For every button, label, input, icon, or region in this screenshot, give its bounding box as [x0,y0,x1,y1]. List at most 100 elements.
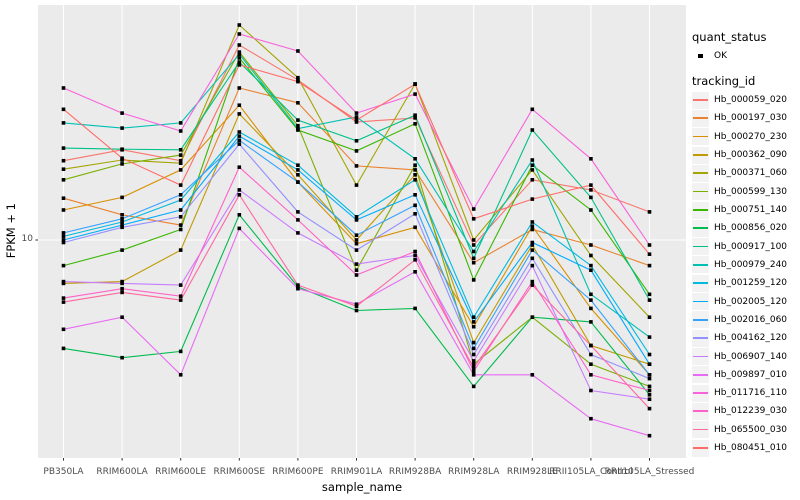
legend-item-label: Hb_000197_030 [714,113,788,124]
legend-key [692,219,709,237]
data-point-marker [61,327,66,332]
data-point-marker [120,290,124,295]
legend-item: Hb_006907_140 [692,347,788,366]
data-point-marker [120,126,124,130]
data-point-marker [296,126,300,131]
data-point-marker [61,167,66,171]
data-point-marker [237,43,242,47]
legend-tracking-id-items: Hb_000059_020 Hb_000197_030 Hb_000270_230 H… [692,91,787,457]
data-point-marker [589,343,593,348]
legend-key [692,421,709,439]
legend-item-label: Hb_000362_090 [714,150,788,161]
data-point-marker [237,52,242,56]
legend-item-label: Hb_006907_140 [714,351,788,362]
data-point-marker [413,157,417,161]
data-point-marker [647,373,652,377]
legend-title-quant-status: quant_status [692,30,767,44]
legend-item: Hb_080451_010 [692,439,787,457]
data-point-marker [530,128,535,132]
legend-item-label: Hb_000917_100 [714,241,788,252]
data-point-marker [471,320,476,324]
data-point-marker [647,433,652,438]
data-point-marker [589,362,593,366]
data-point-marker [471,324,476,329]
x-tick-label: RRIM901LA [330,467,383,477]
data-point-marker [120,156,124,160]
legend-item-label: Hb_000599_130 [714,186,788,197]
legend-key [692,201,709,219]
data-point-marker [471,243,476,247]
data-point-marker [354,248,359,252]
data-point-marker [237,213,242,217]
legend-item: Hb_000856_020 [692,219,787,237]
data-point-marker [589,298,593,302]
data-point-marker [530,243,535,247]
data-point-marker [589,253,593,258]
data-point-marker [589,263,593,268]
data-point-marker [471,207,476,211]
data-point-marker [178,129,183,133]
x-tick-label: RRIM600LA [96,467,148,477]
data-point-marker [354,215,359,219]
data-point-marker [120,220,124,224]
data-point-marker [530,178,535,182]
data-point-marker [120,286,124,291]
legend-item-label: Hb_080451_010 [714,443,788,454]
data-point-marker [647,263,652,268]
legend-title-tracking-id: tracking_id [692,74,756,88]
data-point-marker [589,195,593,200]
data-point-marker [296,79,300,84]
x-tick-label: RRII105LA_Control [549,467,633,477]
legend-swatch-line-icon [693,392,708,394]
legend-key [692,146,709,164]
data-point-marker [61,121,66,125]
data-point-marker [354,262,359,266]
data-point-marker [237,188,242,192]
legend-item: Hb_000371_060 [692,164,787,182]
legend-item-label: Hb_004162_120 [714,333,788,344]
data-point-marker [178,148,183,152]
data-point-marker [471,384,476,389]
data-point-marker [471,369,476,373]
data-point-marker [178,158,183,163]
legend-item-label: Hb_012239_030 [714,406,788,417]
legend-item: Hb_011716_110 [692,384,787,402]
data-point-marker [120,195,124,200]
data-point-marker [354,273,359,277]
data-point-marker [61,178,66,182]
data-point-marker [471,373,476,377]
data-point-marker [61,196,66,200]
x-axis-title: sample_name [321,480,403,494]
data-point-marker [530,373,535,377]
data-point-marker [61,263,66,268]
data-point-marker [413,253,417,258]
legend-key [692,366,709,384]
data-point-marker [237,193,242,197]
legend-key [692,293,709,311]
data-point-marker [530,158,535,162]
data-point-marker [354,115,359,119]
data-point-marker [647,397,652,401]
data-point-marker [589,188,593,192]
x-tick-label: RRIM600LE [155,467,207,477]
x-tick-label: RRIM600PE [272,467,324,477]
data-point-marker [530,283,535,287]
legend-item-label: Hb_011716_110 [714,388,788,399]
data-point-marker [471,340,476,345]
data-point-marker [178,215,183,219]
legend-swatch-line-icon [693,117,708,120]
data-point-marker [589,157,593,161]
data-point-marker [530,256,535,261]
data-point-marker [589,416,593,421]
legend-key [692,439,709,457]
data-point-marker [120,223,124,227]
data-point-marker [61,107,66,112]
data-point-marker [354,238,359,242]
data-point-marker [647,406,652,411]
data-point-marker [296,180,300,184]
data-point-marker [471,256,476,261]
data-point-marker [61,86,66,90]
data-point-marker [296,118,300,122]
data-point-marker [413,168,417,172]
